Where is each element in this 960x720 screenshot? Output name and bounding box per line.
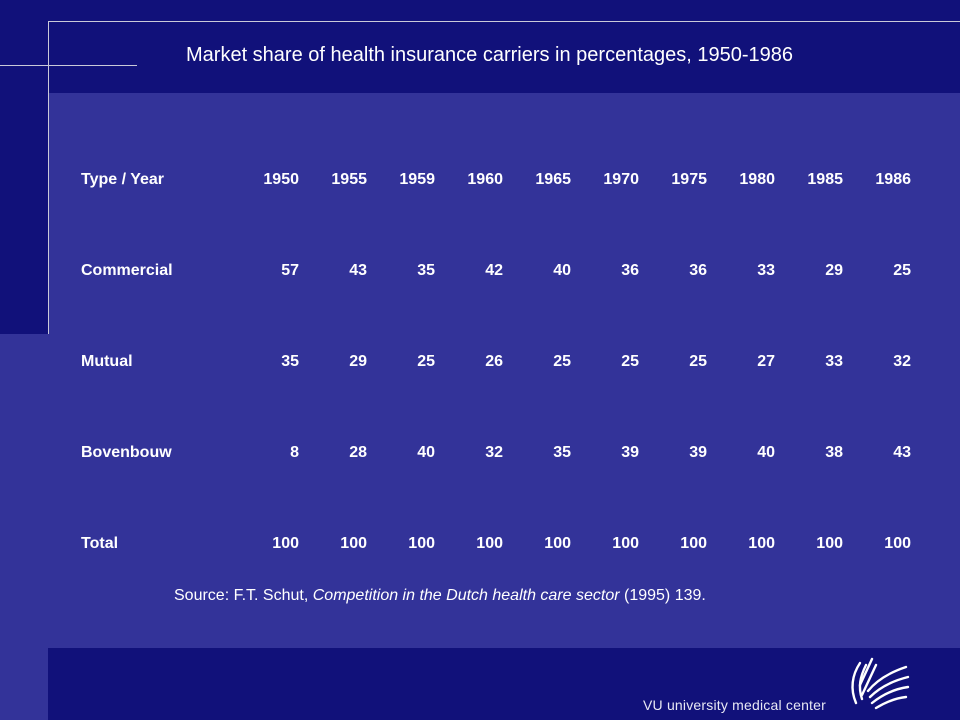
source-book-title: Competition in the Dutch health care sec… [312, 587, 620, 604]
table-row-total: Total 100 100 100 100 100 100 100 100 10… [76, 498, 911, 589]
year-header: 1975 [671, 170, 707, 188]
table-cell: 25 [893, 261, 911, 279]
row-label: Mutual [81, 352, 133, 370]
table-cell: 32 [893, 352, 911, 370]
table-cell: 26 [485, 352, 503, 370]
table-cell: 33 [757, 261, 775, 279]
table-cell: 100 [816, 534, 843, 552]
divider-left [48, 21, 49, 334]
row-label: Total [81, 534, 119, 552]
table-cell: 39 [689, 443, 707, 461]
table-cell: 25 [417, 352, 435, 370]
market-share-table: Type / Year 1950 1955 1959 1960 1965 197… [76, 134, 911, 589]
footer-band [48, 648, 960, 720]
table-row: Mutual 35 29 25 26 25 25 25 27 33 32 [76, 316, 911, 407]
table-cell: 28 [349, 443, 367, 461]
row-label: Bovenbouw [81, 443, 172, 461]
table-cell: 100 [884, 534, 911, 552]
table-cell: 36 [621, 261, 639, 279]
table-cell: 29 [825, 261, 843, 279]
institution-name: VU university medical center [643, 697, 826, 713]
source-suffix: (1995) 139. [619, 587, 706, 604]
source-citation: Source: F.T. Schut, Competition in the D… [174, 587, 706, 605]
year-header: 1950 [263, 170, 299, 188]
table-cell: 100 [340, 534, 367, 552]
year-header: 1955 [331, 170, 367, 188]
year-header: 1959 [399, 170, 435, 188]
table-cell: 40 [417, 443, 435, 461]
table-cell: 38 [825, 443, 843, 461]
table-cell: 100 [680, 534, 707, 552]
header-label: Type / Year [81, 170, 165, 188]
divider-top [48, 21, 960, 22]
table-cell: 100 [612, 534, 639, 552]
table-cell: 35 [281, 352, 299, 370]
header-band [0, 0, 960, 93]
table-cell: 43 [349, 261, 367, 279]
table-cell: 100 [272, 534, 299, 552]
year-header: 1985 [807, 170, 843, 188]
table-cell: 25 [621, 352, 639, 370]
table-cell: 27 [757, 352, 775, 370]
year-header: 1970 [603, 170, 639, 188]
table-cell: 36 [689, 261, 707, 279]
table-cell: 100 [476, 534, 503, 552]
year-header: 1980 [739, 170, 775, 188]
table-cell: 39 [621, 443, 639, 461]
table-cell: 25 [553, 352, 571, 370]
table-cell: 40 [553, 261, 571, 279]
table-cell: 57 [281, 261, 299, 279]
row-label: Commercial [81, 261, 173, 279]
source-prefix: Source: F.T. Schut, [174, 587, 313, 604]
table-cell: 32 [485, 443, 503, 461]
table-cell: 100 [748, 534, 775, 552]
table-cell: 8 [290, 443, 299, 461]
table-cell: 100 [544, 534, 571, 552]
slide-title: Market share of health insurance carrier… [186, 44, 794, 66]
table-cell: 40 [757, 443, 775, 461]
table-cell: 33 [825, 352, 843, 370]
left-band [0, 0, 48, 334]
table-cell: 25 [689, 352, 707, 370]
table-header-row: Type / Year 1950 1955 1959 1960 1965 197… [76, 134, 911, 225]
divider-short [0, 65, 137, 66]
table-row: Bovenbouw 8 28 40 32 35 39 39 40 38 43 [76, 407, 911, 498]
table-cell: 35 [553, 443, 571, 461]
table-cell: 35 [417, 261, 435, 279]
year-header: 1960 [467, 170, 503, 188]
table-row: Commercial 57 43 35 42 40 36 36 33 29 25 [76, 225, 911, 316]
table-cell: 43 [893, 443, 911, 461]
table-cell: 100 [408, 534, 435, 552]
year-header: 1986 [875, 170, 911, 188]
table-cell: 42 [485, 261, 503, 279]
vumc-logo-icon [851, 657, 910, 710]
table-cell: 29 [349, 352, 367, 370]
year-header: 1965 [535, 170, 571, 188]
